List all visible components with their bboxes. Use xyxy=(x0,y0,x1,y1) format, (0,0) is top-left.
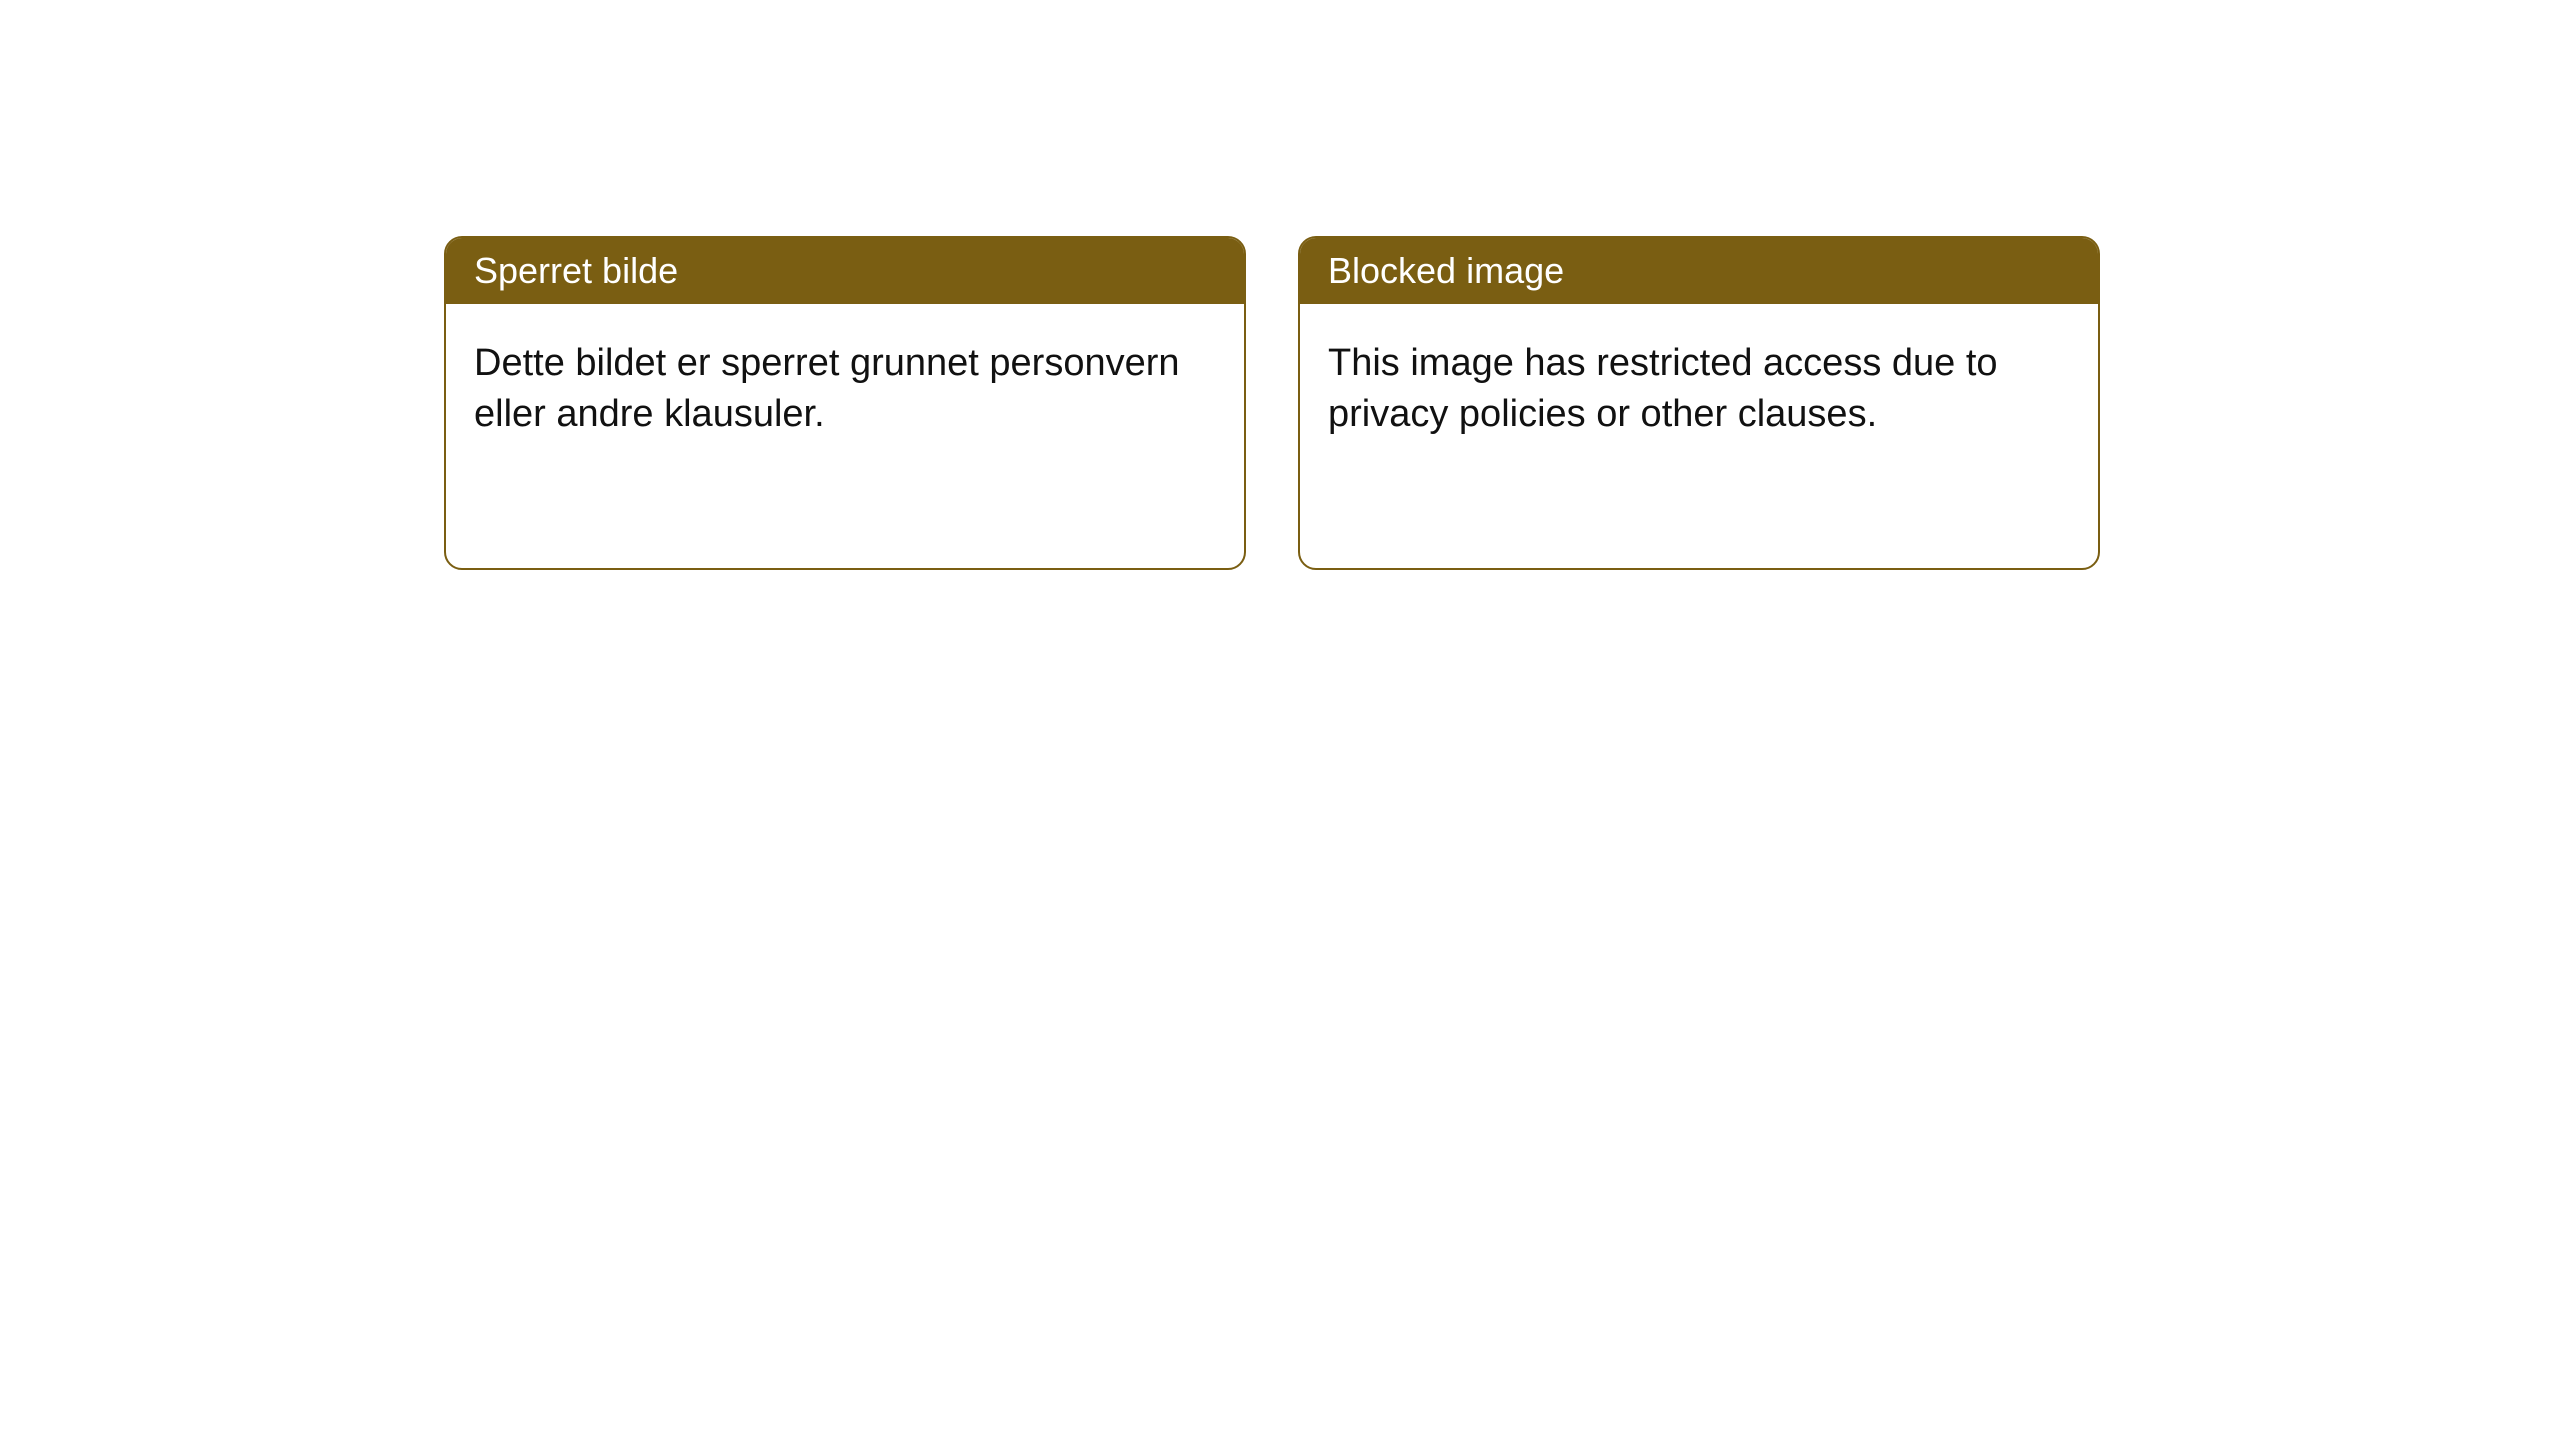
card-body-en: This image has restricted access due to … xyxy=(1300,304,2098,475)
card-body-no: Dette bildet er sperret grunnet personve… xyxy=(446,304,1244,475)
blocked-image-card-en: Blocked image This image has restricted … xyxy=(1298,236,2100,570)
card-header-no: Sperret bilde xyxy=(446,238,1244,304)
blocked-image-cards: Sperret bilde Dette bildet er sperret gr… xyxy=(444,236,2100,570)
blocked-image-card-no: Sperret bilde Dette bildet er sperret gr… xyxy=(444,236,1246,570)
card-header-en: Blocked image xyxy=(1300,238,2098,304)
